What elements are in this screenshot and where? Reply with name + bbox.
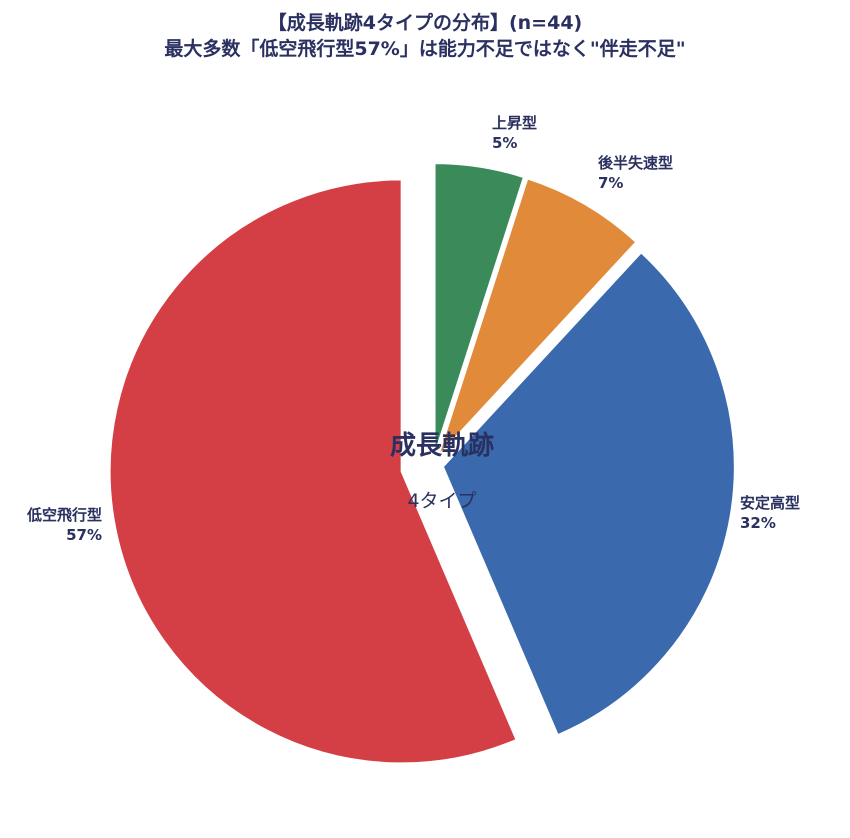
slice-value-label-2: 7% <box>598 174 623 192</box>
slice-value-label-1: 5% <box>492 134 517 152</box>
pie-slice-2 <box>437 177 638 458</box>
pie-slice-4 <box>108 178 518 765</box>
slice-value-label-3: 32% <box>740 514 776 532</box>
slice-value-label-4: 57% <box>66 526 102 544</box>
slice-labels: 上昇型 5% 後半失速型 7% 安定高型 32% 低空飛行型 57% <box>26 114 800 544</box>
chart-title-block: 【成長軌跡4タイプの分布】(n=44) 最大多数「低空飛行型57%」は能力不足で… <box>0 10 850 62</box>
slice-label-1: 上昇型 <box>492 114 537 132</box>
center-title: 成長軌跡 <box>390 431 494 461</box>
slice-label-3: 安定高型 <box>740 494 800 512</box>
slice-label-2: 後半失速型 <box>597 154 673 172</box>
slice-label-4: 低空飛行型 <box>26 506 102 524</box>
chart-title: 【成長軌跡4タイプの分布】(n=44) <box>267 12 583 34</box>
pie-slice-3 <box>441 250 736 737</box>
pie-slices <box>108 162 736 765</box>
chart-subtitle: 最大多数「低空飛行型57%」は能力不足ではなく"伴走不足" <box>164 38 686 60</box>
center-subtitle: 4タイプ <box>407 490 476 512</box>
pie-slice-1 <box>433 162 526 456</box>
